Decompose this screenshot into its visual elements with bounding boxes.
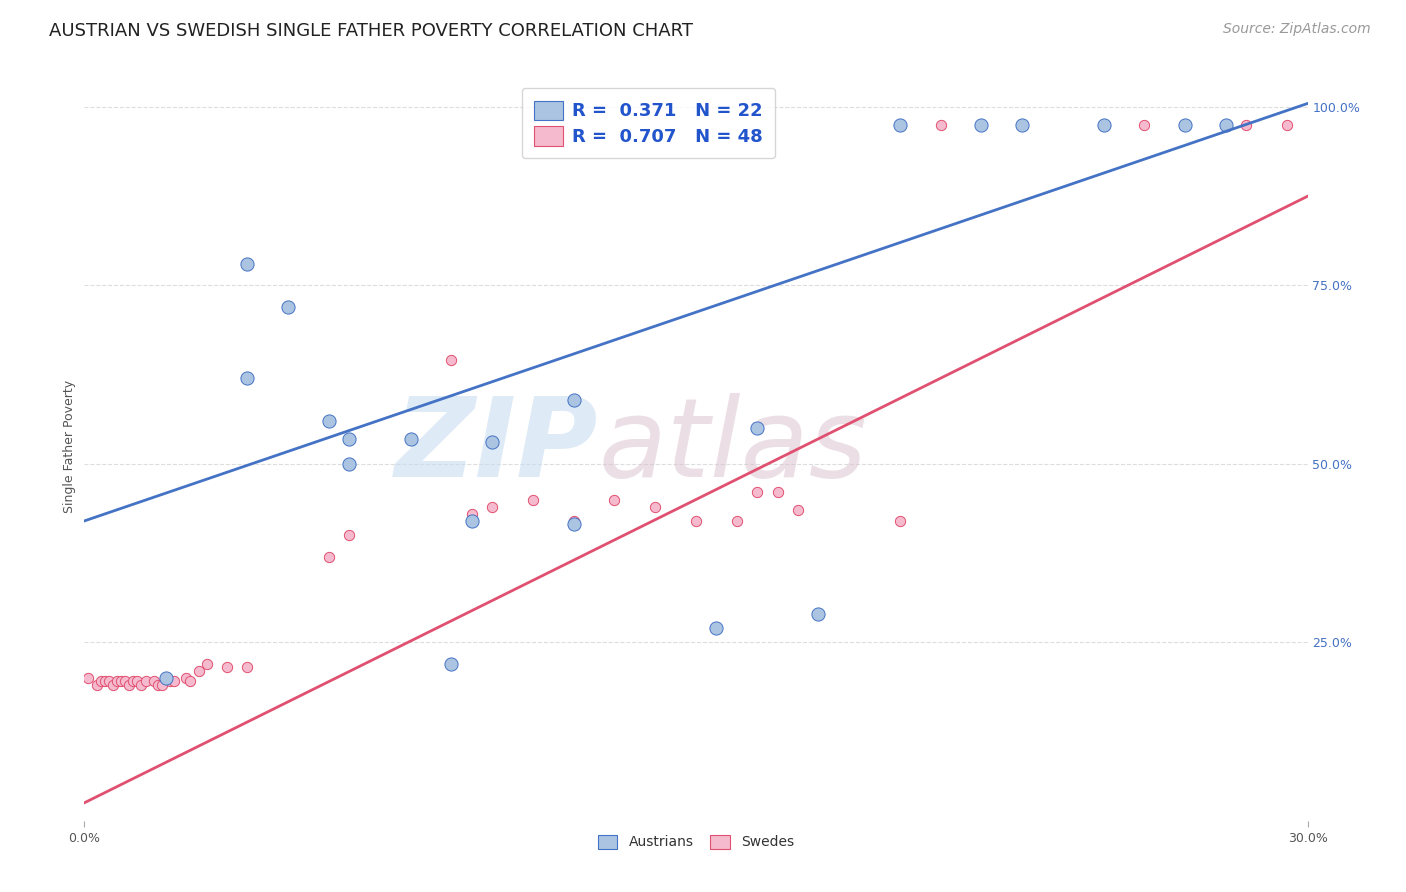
- Text: AUSTRIAN VS SWEDISH SINGLE FATHER POVERTY CORRELATION CHART: AUSTRIAN VS SWEDISH SINGLE FATHER POVERT…: [49, 22, 693, 40]
- Point: [131, 678, 153, 692]
- Point: [461, 514, 484, 528]
- Point: [747, 421, 769, 435]
- Point: [114, 674, 136, 689]
- Point: [481, 435, 503, 450]
- Text: atlas: atlas: [598, 392, 866, 500]
- Point: [1277, 118, 1299, 132]
- Point: [889, 514, 911, 528]
- Point: [105, 674, 128, 689]
- Point: [1011, 118, 1033, 132]
- Point: [562, 514, 585, 528]
- Point: [318, 549, 340, 564]
- Point: [339, 432, 361, 446]
- Legend: Austrians, Swedes: Austrians, Swedes: [592, 829, 800, 855]
- Point: [110, 674, 132, 689]
- Point: [440, 353, 463, 368]
- Point: [929, 118, 952, 132]
- Point: [461, 507, 484, 521]
- Point: [277, 300, 299, 314]
- Point: [706, 621, 728, 635]
- Point: [1215, 118, 1237, 132]
- Point: [1011, 118, 1033, 132]
- Point: [1092, 118, 1115, 132]
- Point: [97, 674, 120, 689]
- Point: [195, 657, 218, 671]
- Text: Source: ZipAtlas.com: Source: ZipAtlas.com: [1223, 22, 1371, 37]
- Point: [339, 457, 361, 471]
- Point: [970, 118, 993, 132]
- Point: [135, 674, 157, 689]
- Point: [187, 664, 209, 678]
- Point: [725, 514, 748, 528]
- Point: [174, 671, 197, 685]
- Point: [90, 674, 112, 689]
- Point: [440, 657, 463, 671]
- Point: [562, 517, 585, 532]
- Point: [236, 660, 259, 674]
- Point: [217, 660, 239, 674]
- Point: [236, 371, 259, 385]
- Point: [787, 503, 810, 517]
- Point: [807, 607, 830, 621]
- Point: [155, 671, 177, 685]
- Point: [685, 514, 707, 528]
- Point: [481, 500, 503, 514]
- Point: [318, 414, 340, 428]
- Point: [150, 678, 173, 692]
- Point: [179, 674, 201, 689]
- Point: [122, 674, 145, 689]
- Point: [766, 485, 789, 500]
- Point: [236, 257, 259, 271]
- Point: [86, 678, 108, 692]
- Point: [522, 492, 544, 507]
- Point: [127, 674, 149, 689]
- Point: [1174, 118, 1197, 132]
- Point: [339, 528, 361, 542]
- Point: [77, 671, 100, 685]
- Point: [889, 118, 911, 132]
- Point: [93, 674, 115, 689]
- Point: [163, 674, 186, 689]
- Point: [146, 678, 169, 692]
- Point: [562, 392, 585, 407]
- Point: [747, 485, 769, 500]
- Point: [1133, 118, 1156, 132]
- Point: [1092, 118, 1115, 132]
- Point: [399, 432, 422, 446]
- Point: [101, 678, 124, 692]
- Y-axis label: Single Father Poverty: Single Father Poverty: [63, 379, 76, 513]
- Point: [1174, 118, 1197, 132]
- Point: [644, 500, 666, 514]
- Point: [1236, 118, 1258, 132]
- Point: [118, 678, 141, 692]
- Point: [159, 674, 181, 689]
- Point: [142, 674, 165, 689]
- Text: ZIP: ZIP: [395, 392, 598, 500]
- Point: [970, 118, 993, 132]
- Point: [603, 492, 626, 507]
